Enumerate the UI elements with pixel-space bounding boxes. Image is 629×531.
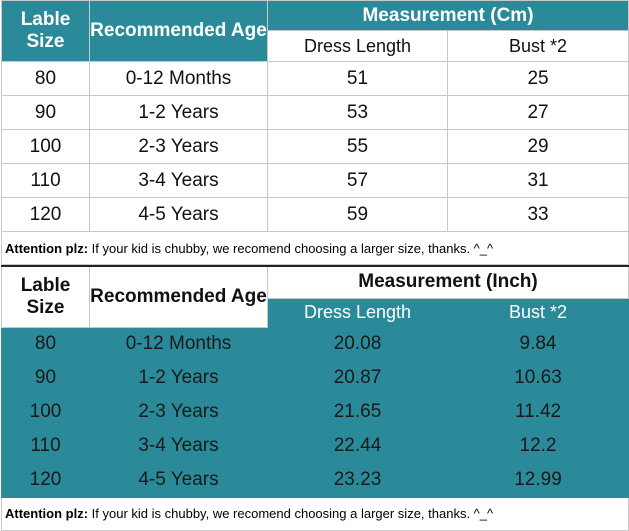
cell: 90: [1, 360, 90, 396]
cell: 90: [1, 95, 90, 130]
cell: 80: [1, 61, 90, 96]
column-header: Dress Length: [267, 30, 448, 62]
column-header: Dress Length: [267, 297, 448, 328]
data-row: 120 4-5 Years 59 33: [1, 197, 629, 232]
cell: 21.65: [267, 394, 448, 430]
column-header: Bust *2: [446, 30, 629, 62]
size-table: Lable Size Recommended Age Measurement (In…: [0, 265, 629, 531]
cell: 0-12 Months: [89, 61, 268, 96]
age-header: Recommended Age: [89, 265, 268, 328]
note-row: Attention plz: If your kid is chubby, we…: [0, 231, 629, 265]
cell: 59: [267, 197, 448, 232]
header-row: Lable Size Recommended Age Measurement (In…: [1, 265, 629, 328]
size-table: Lable Size Recommended Age Measurement (Cm…: [0, 0, 629, 265]
cell: 0-12 Months: [89, 326, 268, 362]
data-row: 90 1-2 Years 53 27: [1, 95, 629, 130]
data-row: 120 4-5 Years 23.23 12.99: [1, 462, 629, 498]
cell: 1-2 Years: [89, 360, 268, 396]
cell: 80: [1, 326, 90, 362]
cell: 110: [1, 428, 90, 464]
cell: 120: [1, 462, 90, 498]
cell: 20.08: [267, 326, 448, 362]
cell: 100: [1, 129, 90, 164]
note-label: Attention plz:: [5, 240, 89, 256]
note-label: Attention plz:: [5, 506, 89, 521]
data-row: 90 1-2 Years 20.87 10.63: [1, 360, 629, 396]
cell: 4-5 Years: [89, 197, 268, 232]
cell: 3-4 Years: [89, 163, 268, 198]
cell: 27: [446, 95, 629, 130]
note: Attention plz: If your kid is chubby, we…: [0, 231, 629, 265]
subheader-row: Dress Length Bust *2: [2, 30, 629, 62]
cell: 12.2: [446, 428, 629, 464]
header-row: Lable Size Recommended Age Measurement (Cm…: [1, 0, 629, 62]
cell: 25: [446, 61, 629, 96]
cell: 3-4 Years: [89, 428, 268, 464]
cell: 51: [267, 61, 448, 96]
cell: 4-5 Years: [89, 462, 268, 498]
cell: 12.99: [446, 462, 629, 498]
cell: 23.23: [267, 462, 448, 498]
note-text: If your kid is chubby, we recomend choos…: [91, 240, 494, 256]
data-row: 80 0-12 Months 51 25: [1, 61, 629, 96]
cell: 55: [267, 129, 448, 164]
cell: 110: [1, 163, 90, 198]
subheader-row: Dress Length Bust *2: [2, 297, 629, 328]
cell: 9.84: [446, 326, 629, 362]
cell: 2-3 Years: [89, 129, 268, 164]
cell: 22.44: [267, 428, 448, 464]
cell: 100: [1, 394, 90, 430]
data-row: 80 0-12 Months 20.08 9.84: [1, 326, 629, 362]
cell: 2-3 Years: [89, 394, 268, 430]
size-header: Lable Size: [1, 265, 90, 328]
data-row: 110 3-4 Years 57 31: [1, 163, 629, 198]
size-header: Lable Size: [1, 0, 90, 62]
note-row: Attention plz: If your kid is chubby, we…: [0, 496, 629, 531]
cell: 29: [446, 129, 629, 164]
data-row: 100 2-3 Years 55 29: [1, 129, 629, 164]
cell: 57: [267, 163, 448, 198]
cell: 33: [446, 197, 629, 232]
cell: 53: [267, 95, 448, 130]
age-header: Recommended Age: [89, 0, 268, 62]
note: Attention plz: If your kid is chubby, we…: [0, 496, 629, 531]
cell: 11.42: [446, 394, 629, 430]
cell: 31: [446, 163, 629, 198]
cell: 1-2 Years: [89, 95, 268, 130]
data-row: 100 2-3 Years 21.65 11.42: [1, 394, 629, 430]
cell: 120: [1, 197, 90, 232]
measurement-header: Measurement (Inch): [266, 265, 629, 299]
cell: 20.87: [267, 360, 448, 396]
column-header: Bust *2: [446, 297, 629, 328]
data-row: 110 3-4 Years 22.44 12.2: [1, 428, 629, 464]
cell: 10.63: [446, 360, 629, 396]
measurement-header: Measurement (Cm): [266, 0, 629, 31]
note-text: If your kid is chubby, we recomend choos…: [91, 506, 494, 521]
